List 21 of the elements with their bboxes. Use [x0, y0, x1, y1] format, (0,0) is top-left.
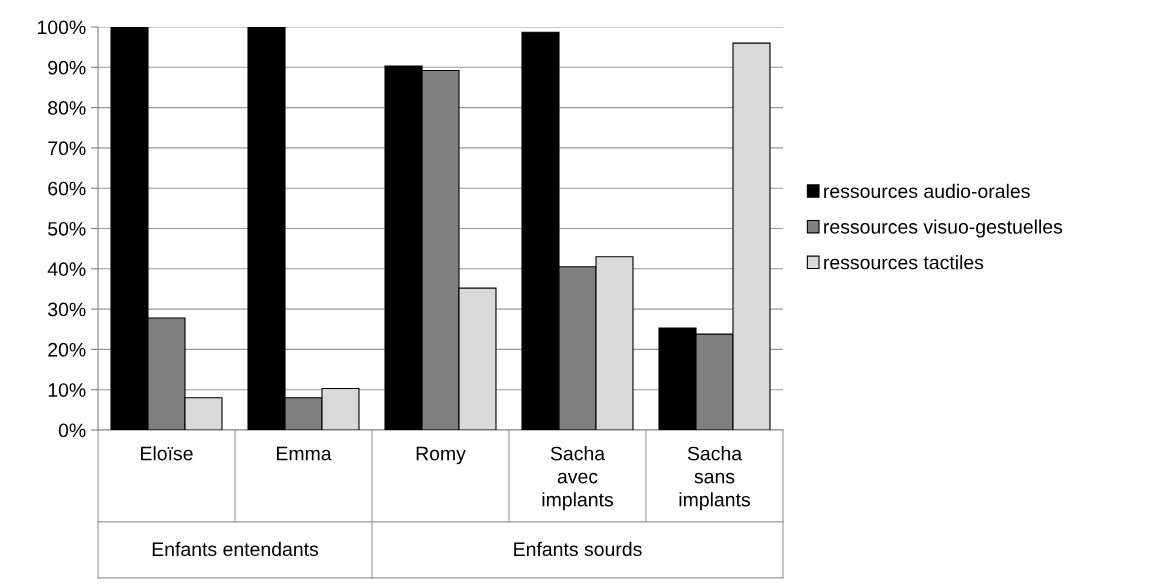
y-tick-label: 0% — [58, 423, 86, 438]
legend-label: ressources audio-orales — [824, 183, 1030, 199]
y-tick-label: 60% — [48, 181, 86, 196]
y-tick-label: 100% — [37, 20, 86, 35]
y-tick-label: 20% — [48, 342, 86, 357]
legend-label: ressources visuo-gestuelles — [824, 219, 1063, 238]
x-tick-label: Sacha sans implants — [679, 446, 750, 511]
text: Enfants entendants — [152, 541, 319, 557]
legend-label: ressources tactiles — [824, 255, 984, 270]
x-tick-label: Eloïse — [141, 446, 193, 461]
y-tick-label: 50% — [48, 221, 86, 236]
y-tick-label: 40% — [47, 262, 86, 277]
y-tick-label: 80% — [48, 101, 86, 115]
x-tick-label: Sacha avec implants — [542, 446, 613, 511]
y-tick-label: 30% — [48, 302, 86, 317]
y-tick-label: 90% — [48, 60, 86, 75]
x-tick-label: Romy — [416, 446, 466, 465]
text: Enfants sourds — [514, 541, 642, 557]
x-tick-label: Emma — [277, 446, 332, 461]
y-tick-label: 70% — [48, 141, 86, 156]
y-tick-label: 10% — [48, 383, 86, 397]
